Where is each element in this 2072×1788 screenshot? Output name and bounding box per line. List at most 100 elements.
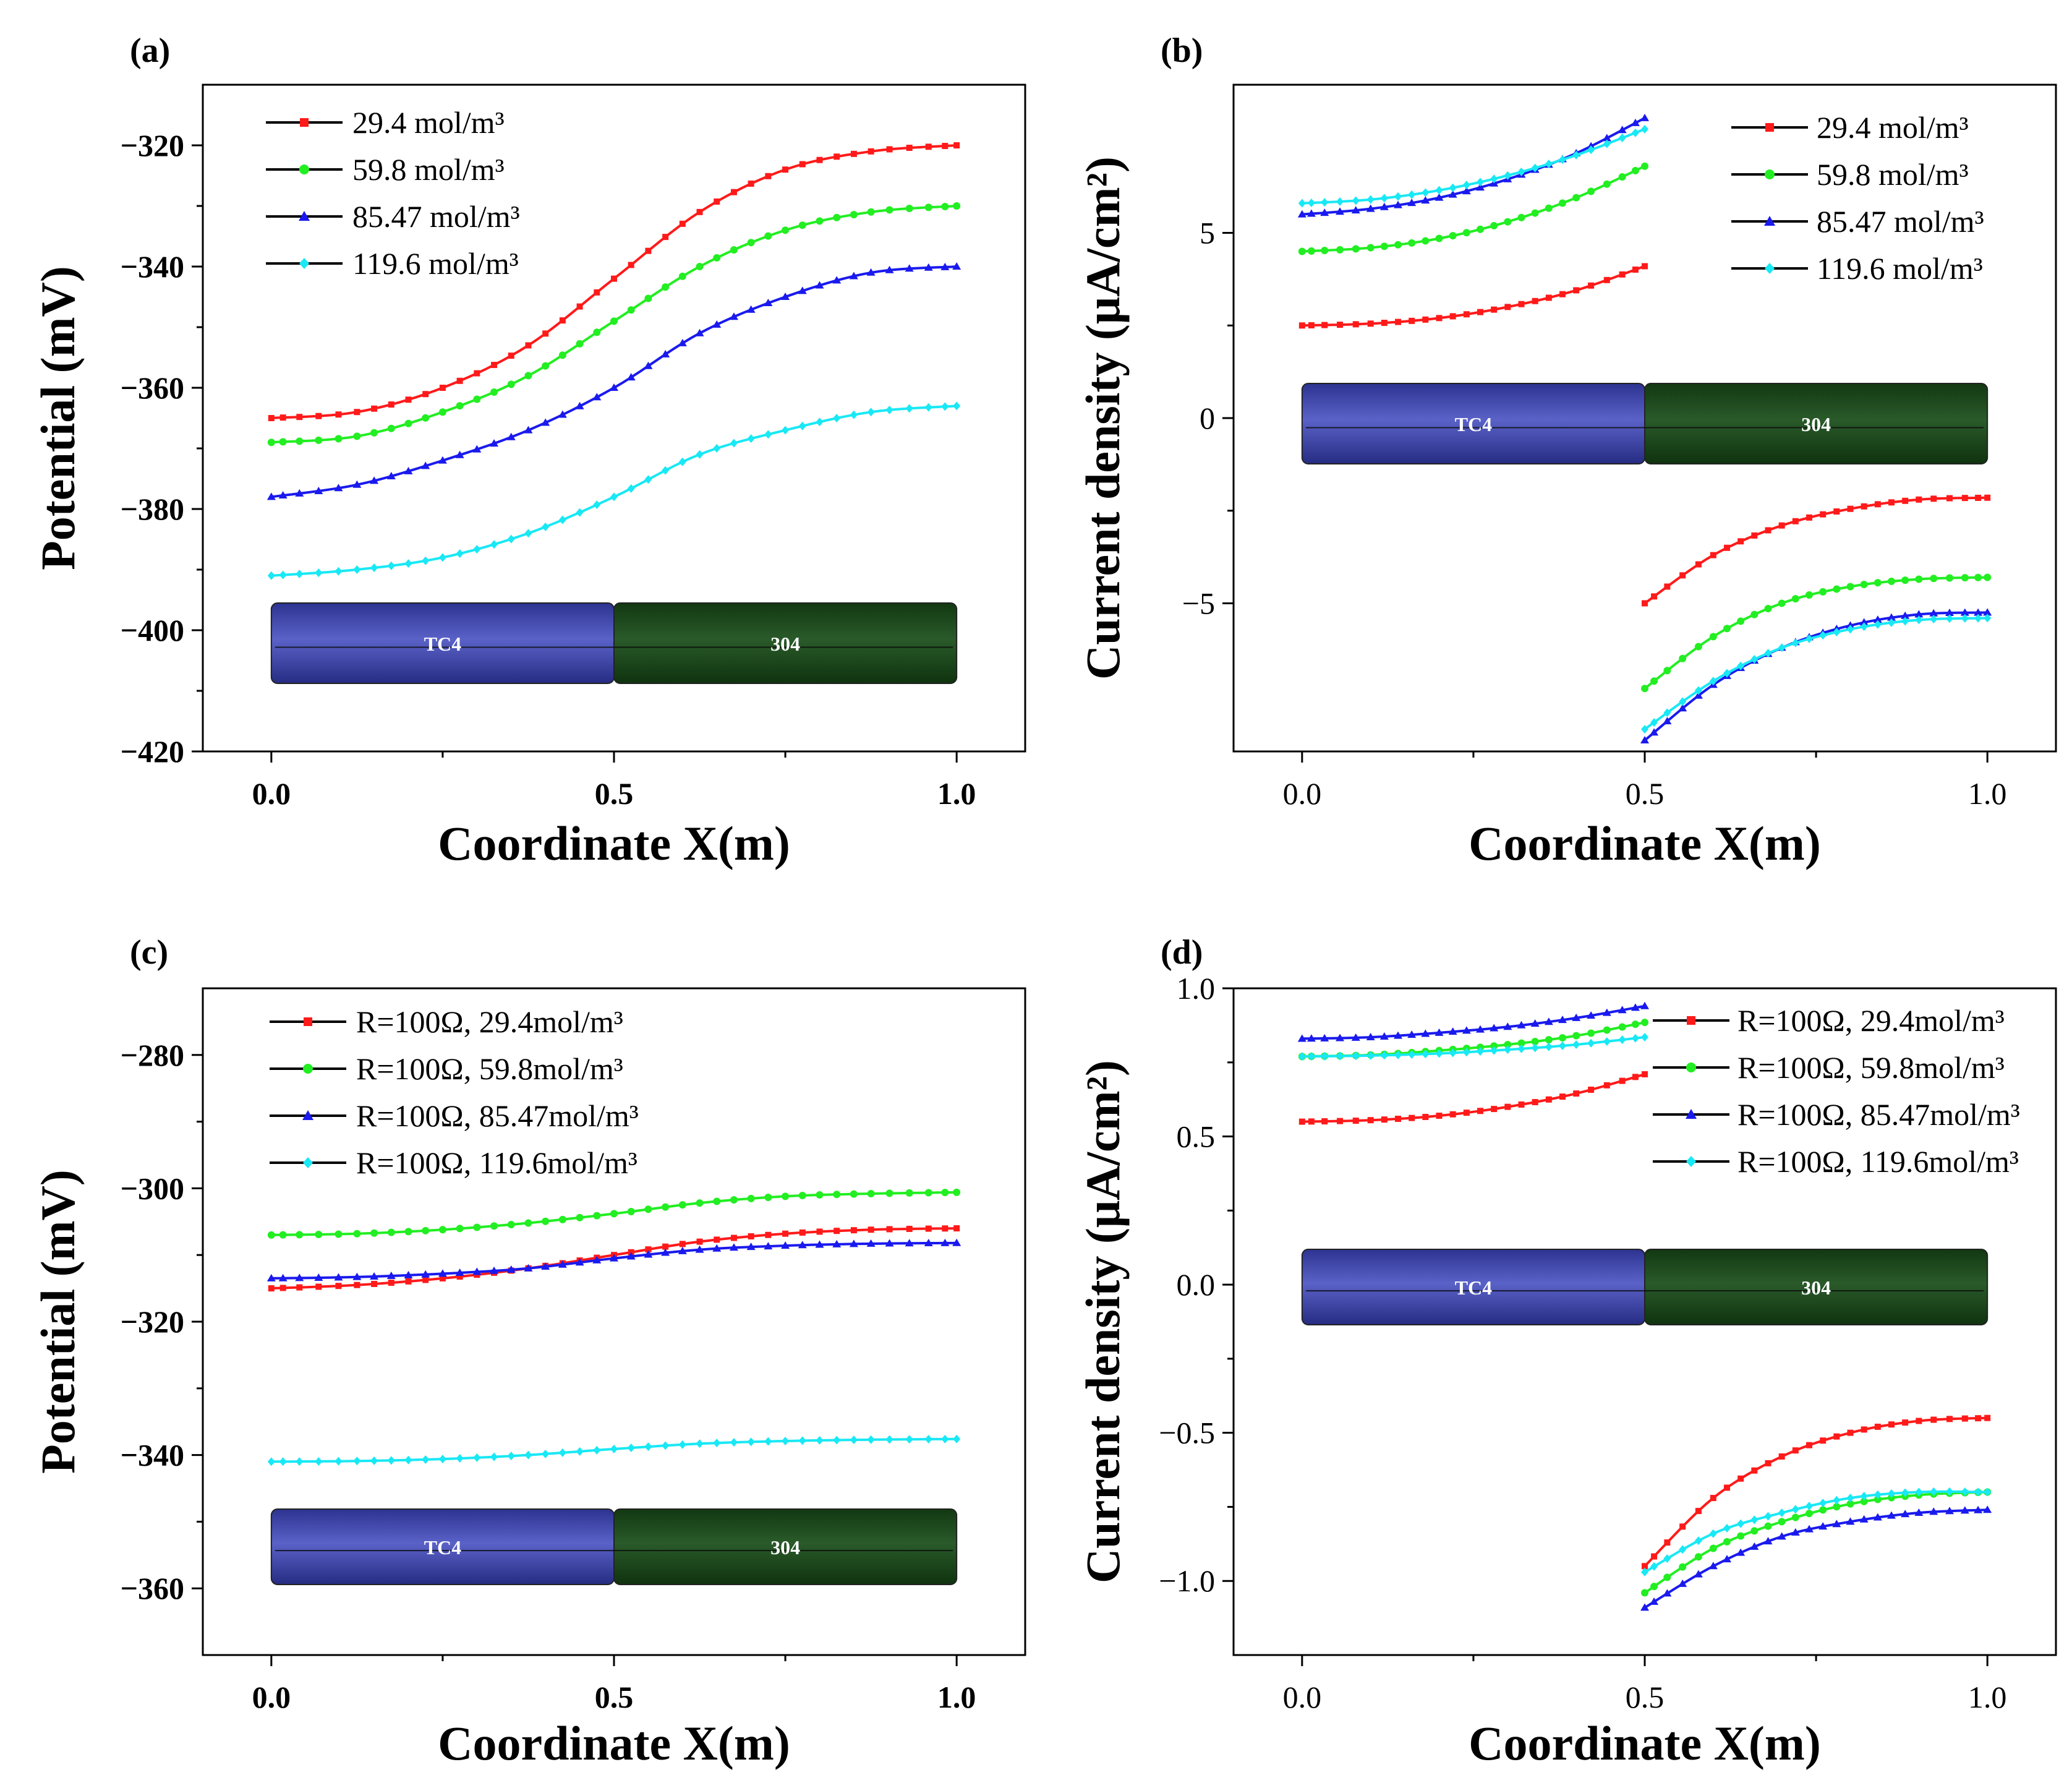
- data-point: [906, 1225, 913, 1232]
- data-point: [456, 377, 463, 384]
- data-point: [1422, 316, 1429, 323]
- data-point: [334, 484, 343, 492]
- data-point: [747, 1194, 755, 1202]
- data-point: [1650, 1597, 1659, 1605]
- data-point: [439, 385, 446, 391]
- series-3: [1298, 1033, 1992, 1576]
- data-point: [1366, 244, 1375, 252]
- data-point: [1504, 1045, 1512, 1054]
- ss304-segment: [613, 602, 958, 684]
- data-point: [886, 1226, 893, 1233]
- legend-label: R=100Ω, 85.47mol/m³: [356, 1098, 639, 1133]
- y-tick-label: −340: [121, 249, 185, 284]
- chart-panel-c: (c) TC4 304 0.0 0.5 1.0 −280 −300 −320 −340 −360 Co…: [31, 933, 1026, 1770]
- data-point: [1449, 183, 1457, 192]
- data-point: [315, 1230, 323, 1238]
- data-point: [1448, 1027, 1457, 1035]
- data-point: [1929, 609, 1938, 617]
- data-point: [1792, 518, 1799, 524]
- data-point: [1818, 1522, 1828, 1530]
- data-point: [456, 1225, 464, 1233]
- data-point: [1640, 113, 1649, 121]
- data-point: [924, 1435, 932, 1444]
- y-axis-title: Potential (mV): [31, 266, 85, 570]
- data-point: [1806, 1442, 1812, 1448]
- data-point: [764, 430, 772, 439]
- data-point: [1531, 1043, 1539, 1053]
- data-point: [1975, 494, 1982, 501]
- data-point: [335, 435, 343, 443]
- data-point: [1806, 591, 1813, 599]
- x-tick-label: 0.0: [252, 776, 291, 811]
- data-point: [303, 1064, 313, 1074]
- data-point: [1545, 204, 1553, 212]
- data-point: [1641, 1033, 1648, 1042]
- data-point: [1462, 187, 1471, 195]
- data-point: [354, 1281, 360, 1288]
- data-point: [1650, 677, 1658, 685]
- data-point: [387, 561, 395, 570]
- data-point: [524, 1264, 533, 1272]
- data-point: [1640, 1603, 1649, 1611]
- data-point: [952, 1238, 961, 1246]
- data-point: [490, 1266, 499, 1274]
- data-point: [295, 1273, 304, 1281]
- data-point: [1695, 561, 1702, 568]
- data-point: [1763, 1537, 1773, 1545]
- data-point: [542, 1449, 550, 1458]
- data-point: [832, 276, 842, 284]
- data-point: [387, 424, 395, 432]
- data-point: [924, 263, 933, 271]
- data-point: [1618, 126, 1627, 134]
- data-point: [456, 1273, 463, 1280]
- data-point: [1694, 691, 1703, 699]
- data-point: [816, 1191, 824, 1199]
- y-axis-title: Potential (mV): [31, 1170, 85, 1474]
- data-point: [1394, 241, 1402, 249]
- data-point: [279, 414, 286, 421]
- data-point: [1462, 229, 1470, 237]
- ss304-segment: [613, 1508, 958, 1585]
- panel-label: (d): [1161, 933, 1203, 972]
- data-point: [885, 206, 893, 214]
- data-point: [1946, 1416, 1953, 1422]
- data-point: [729, 1243, 738, 1251]
- data-point: [1559, 199, 1566, 207]
- data-point: [1902, 497, 1909, 504]
- data-point: [942, 1225, 949, 1232]
- data-point: [371, 1280, 378, 1287]
- data-point: [678, 1440, 686, 1449]
- data-point: [576, 508, 584, 517]
- data-point: [696, 1238, 703, 1245]
- data-point: [1336, 1033, 1345, 1042]
- data-point: [474, 370, 480, 377]
- data-point: [1679, 697, 1687, 706]
- data-point: [695, 328, 704, 336]
- data-point: [1394, 200, 1402, 208]
- data-point: [1380, 1051, 1388, 1060]
- data-point: [1308, 322, 1315, 328]
- data-point: [1765, 263, 1775, 274]
- data-point: [1490, 1042, 1498, 1050]
- ss304-label: 304: [770, 633, 800, 655]
- data-point: [315, 1283, 322, 1290]
- y-tick-label: −380: [121, 492, 185, 526]
- data-point: [1846, 1517, 1855, 1525]
- ss304-label: 304: [1801, 1277, 1831, 1299]
- data-point: [1517, 1039, 1525, 1047]
- data-point: [1631, 128, 1639, 137]
- data-point: [833, 153, 840, 160]
- data-point: [1961, 1487, 1969, 1497]
- data-point: [456, 1454, 464, 1463]
- data-point: [295, 489, 304, 497]
- data-point: [1686, 1063, 1696, 1072]
- data-point: [524, 1450, 532, 1460]
- x-axis-title: Coordinate X(m): [438, 816, 790, 870]
- data-point: [1603, 180, 1611, 188]
- data-point: [1545, 1036, 1553, 1044]
- data-point: [905, 1435, 913, 1444]
- data-point: [1778, 1508, 1786, 1518]
- data-point: [279, 1231, 287, 1239]
- data-point: [782, 426, 790, 435]
- data-point: [1367, 1117, 1374, 1124]
